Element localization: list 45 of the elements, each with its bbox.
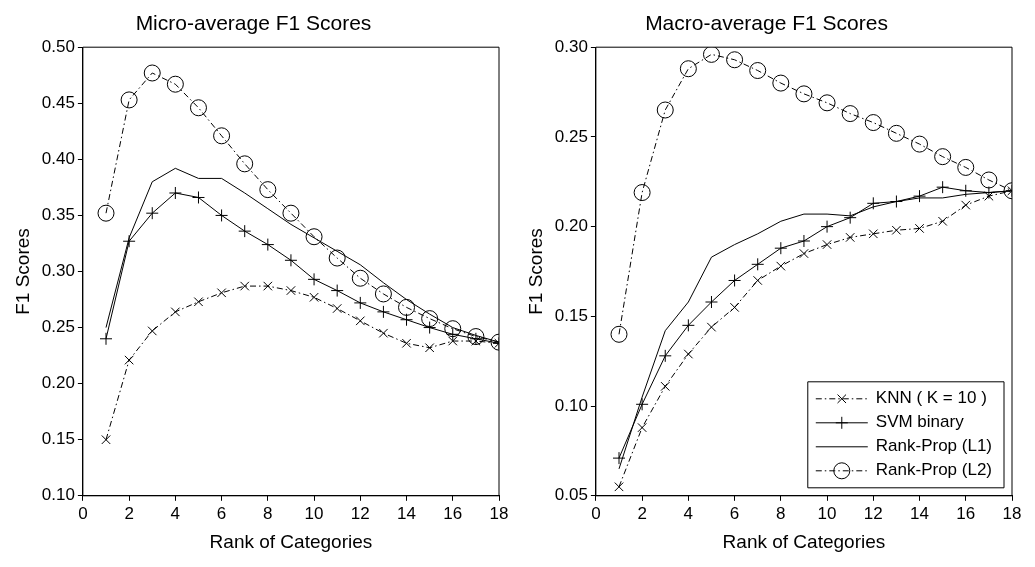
- y-tick-label: 0.20: [554, 216, 588, 236]
- y-tick-label: 0.50: [41, 36, 75, 56]
- legend-label: KNN ( K = 10 ): [875, 388, 987, 408]
- x-tick-label: 16: [956, 503, 976, 523]
- y-tick-label: 0.35: [41, 205, 75, 225]
- x-tick-label: 12: [350, 503, 370, 523]
- x-tick-label: 10: [817, 503, 837, 523]
- chart-title: Macro-average F1 Scores: [645, 11, 888, 35]
- y-axis-title: F1 Scores: [11, 228, 33, 315]
- chart-title: Micro-average F1 Scores: [135, 11, 372, 35]
- x-tick-label: 18: [1002, 503, 1022, 523]
- y-tick-label: 0.15: [554, 306, 588, 326]
- legend-label: SVM binary: [875, 412, 965, 432]
- x-tick-label: 2: [124, 503, 134, 523]
- y-tick-label: 0.25: [41, 317, 75, 337]
- y-tick-label: 0.25: [554, 126, 588, 146]
- x-tick-label: 6: [216, 503, 227, 523]
- x-tick-label: 8: [263, 503, 273, 523]
- x-tick-label: 16: [443, 503, 463, 523]
- y-tick-label: 0.10: [41, 485, 75, 505]
- x-tick-label: 10: [304, 503, 324, 523]
- x-tick-label: 2: [637, 503, 647, 523]
- y-tick-label: 0.45: [41, 92, 75, 112]
- y-tick-label: 0.30: [554, 36, 588, 56]
- x-tick-label: 14: [397, 503, 416, 523]
- x-tick-label: 0: [78, 503, 88, 523]
- legend-label: Rank-Prop (L2): [875, 460, 993, 480]
- x-tick-label: 18: [489, 503, 509, 523]
- x-axis-title: Rank of Categories: [209, 530, 373, 552]
- x-tick-label: 8: [776, 503, 786, 523]
- legend-label: Rank-Prop (L1): [875, 436, 993, 456]
- y-axis-title: F1 Scores: [524, 228, 546, 315]
- x-tick-label: 12: [863, 503, 883, 523]
- x-tick-label: 4: [683, 503, 694, 523]
- x-tick-label: 4: [170, 503, 181, 523]
- x-tick-label: 6: [729, 503, 740, 523]
- x-tick-label: 14: [910, 503, 929, 523]
- y-tick-label: 0.10: [554, 395, 588, 415]
- x-tick-label: 0: [591, 503, 601, 523]
- y-tick-label: 0.30: [41, 261, 75, 281]
- y-tick-label: 0.40: [41, 149, 75, 169]
- y-tick-label: 0.15: [41, 429, 75, 449]
- y-tick-label: 0.05: [554, 485, 588, 505]
- y-tick-label: 0.20: [41, 373, 75, 393]
- x-axis-title: Rank of Categories: [722, 530, 886, 552]
